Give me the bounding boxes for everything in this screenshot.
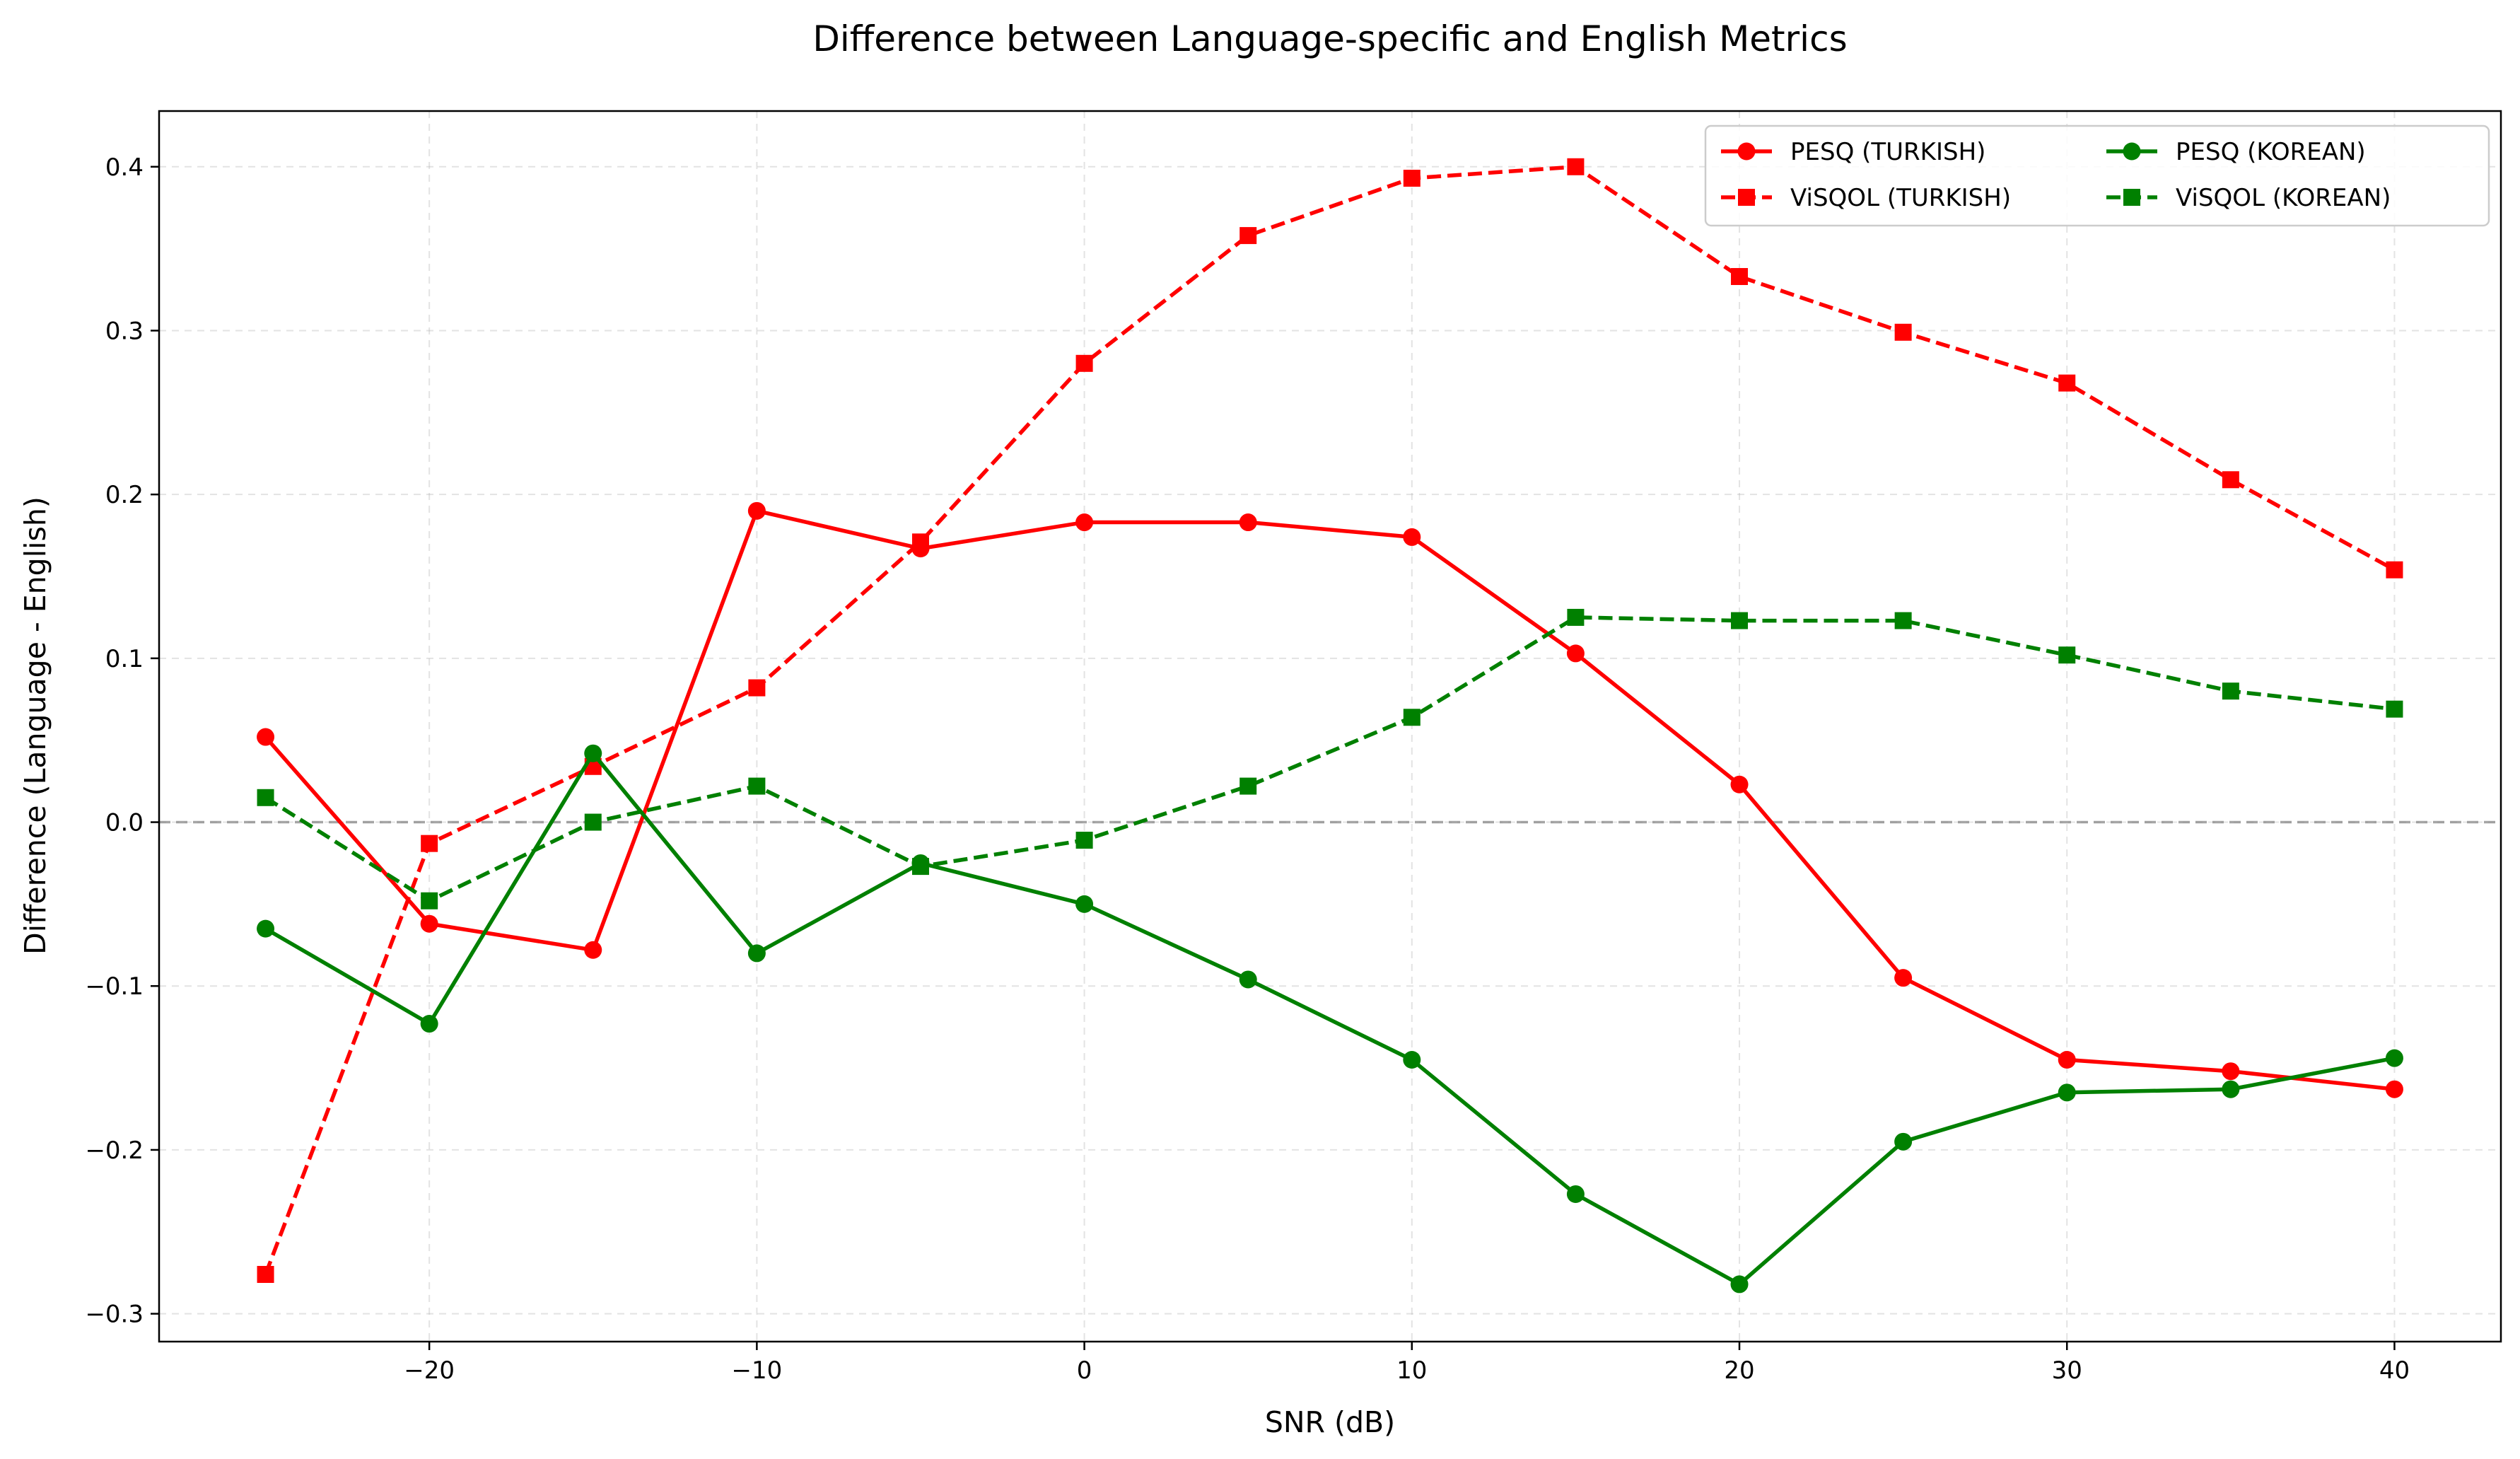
data-point <box>1566 1185 1585 1203</box>
data-point <box>1894 323 1912 341</box>
x-tick-label: 20 <box>1724 1356 1754 1385</box>
data-point <box>584 744 602 762</box>
data-point <box>1730 1275 1749 1294</box>
data-point <box>1567 608 1585 626</box>
data-point <box>747 944 766 963</box>
data-point <box>2222 471 2239 489</box>
data-point <box>748 777 766 795</box>
data-point <box>1894 969 1913 987</box>
x-axis-label: SNR (dB) <box>1265 1405 1395 1439</box>
legend-marker <box>2123 142 2141 161</box>
data-point <box>1239 513 1257 532</box>
data-point <box>2385 1080 2403 1098</box>
data-point <box>1075 895 1094 913</box>
plot-frame <box>158 110 2502 1343</box>
series-1 <box>257 158 2403 1284</box>
data-point <box>1567 158 1585 175</box>
data-point <box>421 892 438 909</box>
data-point <box>1075 513 1094 532</box>
legend-box <box>1704 124 2490 227</box>
legend-label: ViSQOL (KOREAN) <box>2176 184 2391 212</box>
data-point <box>2385 1049 2403 1067</box>
data-point <box>257 919 275 938</box>
series-2 <box>257 744 2403 1294</box>
data-point <box>257 728 275 746</box>
data-point <box>911 858 929 876</box>
y-tick-label: 0.4 <box>105 153 144 182</box>
y-tick-label: −0.2 <box>85 1137 144 1165</box>
legend-label: PESQ (KOREAN) <box>2176 138 2366 166</box>
legend-label: ViSQOL (TURKISH) <box>1790 184 2011 212</box>
y-tick-label: 0.3 <box>105 317 144 345</box>
data-point <box>420 914 438 933</box>
x-tick-label: 40 <box>2379 1356 2410 1385</box>
data-point <box>420 1015 438 1033</box>
x-tick-label: −10 <box>731 1356 782 1385</box>
y-tick-label: −0.3 <box>85 1301 144 1329</box>
data-point <box>2222 1062 2240 1081</box>
legend-label: PESQ (TURKISH) <box>1790 138 1985 166</box>
data-point <box>1403 1050 1421 1069</box>
data-point <box>1239 777 1257 795</box>
data-point <box>2386 700 2403 718</box>
data-point <box>1239 227 1257 245</box>
data-point <box>1239 970 1257 989</box>
legend-item: ViSQOL (TURKISH) <box>1721 184 2011 212</box>
data-point <box>2222 1080 2240 1098</box>
data-point <box>2058 1050 2076 1069</box>
data-point <box>1403 709 1421 726</box>
data-point <box>2058 1083 2076 1102</box>
legend-marker <box>1737 142 1756 161</box>
x-tick-label: 0 <box>1077 1356 1092 1385</box>
data-point <box>911 533 929 551</box>
series-line <box>264 615 2395 903</box>
data-point <box>2222 682 2239 700</box>
y-axis-label: Difference (Language - English) <box>18 496 52 955</box>
y-tick-label: 0.0 <box>105 809 144 837</box>
legend-item: ViSQOL (KOREAN) <box>2106 184 2391 212</box>
data-point <box>1731 268 1749 286</box>
data-point <box>1566 644 1585 663</box>
data-point <box>1731 612 1749 629</box>
data-point <box>748 679 766 697</box>
data-point <box>1730 775 1749 794</box>
data-point <box>1403 528 1421 546</box>
data-point <box>584 813 602 831</box>
legend-marker <box>2123 189 2140 206</box>
series-line <box>263 165 2396 1275</box>
series-3 <box>257 608 2403 909</box>
axis-ticks: −20 −10 0 10 20 30 40 −0.3 −0.2 −0.1 0.0 0.1 0.2 0.3 0… <box>85 153 2410 1385</box>
data-point <box>421 835 438 852</box>
data-point <box>1075 832 1093 849</box>
data-point <box>257 1266 274 1284</box>
legend-item: PESQ (TURKISH) <box>1721 138 1985 166</box>
data-point <box>2386 561 2403 579</box>
y-tick-label: −0.1 <box>85 972 144 1001</box>
series-line <box>264 751 2396 1286</box>
data-point <box>584 941 602 959</box>
data-point <box>1403 169 1421 187</box>
x-tick-label: 30 <box>2052 1356 2082 1385</box>
series-line <box>264 508 2395 1091</box>
legend-marker <box>1738 189 1755 206</box>
x-tick-label: −20 <box>404 1356 455 1385</box>
series-group <box>257 158 2403 1294</box>
data-point <box>747 501 766 520</box>
data-point <box>1075 354 1093 372</box>
grid <box>159 111 2501 1342</box>
data-point <box>257 789 274 806</box>
data-point <box>2058 646 2076 664</box>
x-tick-label: 10 <box>1396 1356 1427 1385</box>
data-point <box>2058 374 2076 392</box>
series-0 <box>257 501 2403 1098</box>
legend: PESQ (TURKISH) ViSQOL (TURKISH) PESQ (KORE… <box>1704 124 2490 227</box>
data-point <box>1894 1132 1913 1151</box>
y-tick-label: 0.2 <box>105 481 144 509</box>
data-point <box>1894 612 1912 629</box>
legend-item: PESQ (KOREAN) <box>2106 138 2366 166</box>
chart-title: Difference between Language-specific and… <box>812 18 1847 59</box>
y-tick-label: 0.1 <box>105 645 144 673</box>
